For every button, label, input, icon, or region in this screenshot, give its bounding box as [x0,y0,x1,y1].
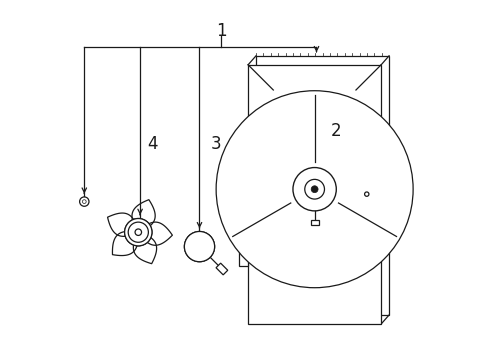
Polygon shape [138,222,172,245]
Circle shape [198,255,201,257]
Polygon shape [239,252,247,266]
Circle shape [203,253,206,256]
Polygon shape [256,56,388,315]
Circle shape [135,229,141,235]
Circle shape [198,236,201,239]
Circle shape [184,231,214,262]
Circle shape [206,248,209,251]
Text: 2: 2 [330,122,341,140]
Circle shape [184,231,214,262]
Text: 4: 4 [147,135,158,153]
Circle shape [124,219,152,246]
Polygon shape [380,150,388,161]
Polygon shape [132,200,155,232]
Circle shape [189,242,192,245]
Circle shape [80,197,89,206]
Circle shape [128,222,148,242]
Circle shape [192,238,195,240]
Circle shape [186,234,212,260]
Circle shape [198,245,201,248]
Circle shape [206,242,209,245]
Circle shape [216,91,412,288]
Circle shape [304,179,324,199]
Polygon shape [380,241,388,252]
Polygon shape [112,231,138,256]
FancyBboxPatch shape [310,220,318,225]
Circle shape [203,238,206,240]
Circle shape [192,253,195,256]
Polygon shape [247,65,380,324]
Circle shape [292,167,336,211]
Circle shape [124,219,152,246]
Polygon shape [239,174,247,189]
Circle shape [310,186,317,193]
Circle shape [189,248,192,251]
Polygon shape [107,213,138,237]
Text: 3: 3 [210,135,221,153]
Polygon shape [216,263,227,275]
Polygon shape [133,232,156,264]
Circle shape [82,200,86,203]
Text: 1: 1 [215,22,226,40]
Circle shape [364,192,368,196]
